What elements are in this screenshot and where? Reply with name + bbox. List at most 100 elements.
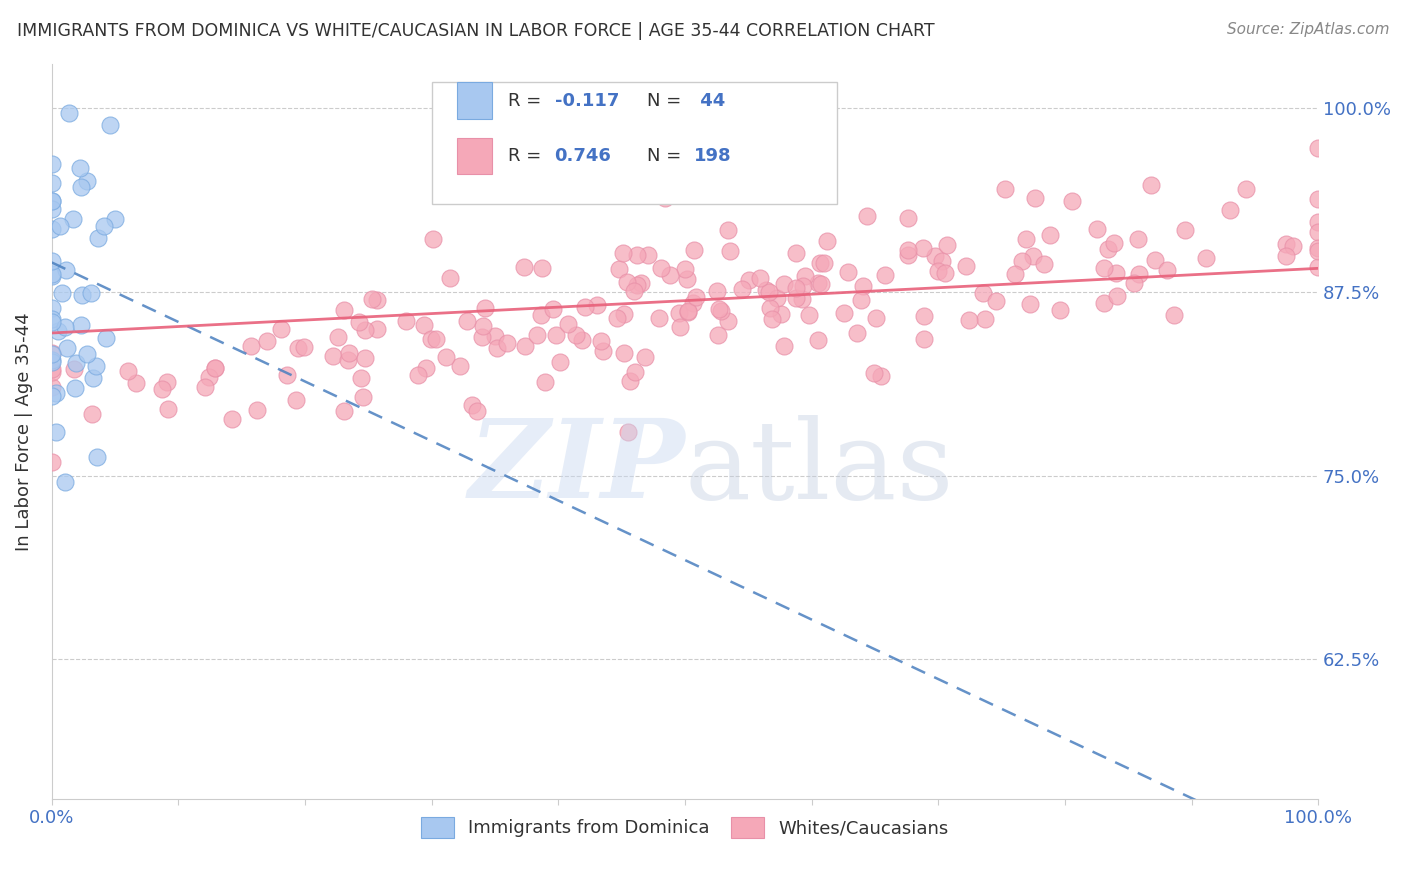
Point <box>974 312 997 326</box>
Point <box>624 365 647 379</box>
Point <box>439 271 461 285</box>
Point <box>350 370 373 384</box>
Point <box>897 248 920 262</box>
Point <box>613 307 636 321</box>
Point <box>55 263 77 277</box>
Point <box>1128 232 1150 246</box>
Point <box>759 301 782 315</box>
Point <box>761 312 783 326</box>
Point <box>352 391 374 405</box>
Point <box>41 221 63 235</box>
Point <box>1102 235 1125 250</box>
Point <box>591 334 613 348</box>
Point <box>82 371 104 385</box>
Point <box>1308 260 1330 275</box>
Bar <box>457 82 492 120</box>
Text: R =: R = <box>508 147 547 165</box>
Point <box>76 174 98 188</box>
Point <box>69 161 91 176</box>
Point <box>1049 302 1071 317</box>
Point <box>486 341 509 355</box>
Point <box>65 356 87 370</box>
Point <box>897 211 920 225</box>
Point <box>41 194 63 209</box>
Point <box>70 180 93 194</box>
Point <box>1097 242 1119 256</box>
Point <box>897 243 920 257</box>
Point <box>623 284 645 298</box>
Point <box>41 301 63 315</box>
Point <box>70 318 93 333</box>
Point <box>1024 191 1046 205</box>
Point <box>1308 225 1330 239</box>
Point <box>785 280 807 294</box>
Point <box>1015 232 1038 246</box>
Legend: Immigrants from Dominica, Whites/Caucasians: Immigrants from Dominica, Whites/Caucasi… <box>415 810 956 845</box>
Point <box>336 352 359 367</box>
Point <box>924 249 946 263</box>
Point <box>717 314 740 328</box>
Point <box>198 370 221 384</box>
Point <box>1092 296 1115 310</box>
Point <box>204 360 226 375</box>
Point <box>1163 308 1185 322</box>
Point <box>815 235 838 249</box>
Point <box>797 308 820 322</box>
Point <box>984 294 1007 309</box>
Point <box>246 403 269 417</box>
Point <box>772 277 794 291</box>
Text: atlas: atlas <box>685 415 955 522</box>
Point <box>461 398 484 412</box>
Point <box>626 247 648 261</box>
Point <box>41 389 63 403</box>
Point <box>574 300 596 314</box>
Point <box>41 455 63 469</box>
Point <box>150 382 173 396</box>
Point <box>406 368 429 383</box>
Text: R =: R = <box>508 92 547 110</box>
Point <box>792 279 814 293</box>
Point <box>56 341 79 355</box>
Point <box>221 412 243 426</box>
Point <box>676 305 699 319</box>
Point <box>58 106 80 120</box>
Point <box>45 425 67 440</box>
Point <box>420 332 443 346</box>
Point <box>912 332 935 346</box>
Point <box>849 293 872 307</box>
Point <box>87 231 110 245</box>
Point <box>412 318 434 333</box>
Point <box>1032 257 1054 271</box>
Point <box>758 285 780 300</box>
Point <box>785 292 807 306</box>
Text: 0.746: 0.746 <box>554 147 612 165</box>
Point <box>931 254 953 268</box>
Point <box>557 317 579 331</box>
Point <box>749 271 772 285</box>
Bar <box>457 137 492 174</box>
Point <box>613 346 636 360</box>
Point <box>846 326 869 340</box>
Point <box>685 290 707 304</box>
Point <box>80 407 103 421</box>
Point <box>648 311 671 326</box>
Point <box>912 241 935 255</box>
Point <box>471 318 494 333</box>
Point <box>41 361 63 376</box>
Point <box>449 359 471 373</box>
Point <box>41 176 63 190</box>
Point <box>863 366 886 380</box>
Point <box>76 347 98 361</box>
Point <box>855 209 877 223</box>
Point <box>354 323 377 337</box>
Point <box>658 268 681 283</box>
Point <box>1140 178 1163 192</box>
Point <box>41 346 63 360</box>
Point <box>394 314 416 328</box>
Point <box>607 262 630 277</box>
Point <box>53 475 76 490</box>
Point <box>93 219 115 233</box>
Point <box>1156 262 1178 277</box>
Point <box>1105 266 1128 280</box>
Point <box>565 327 588 342</box>
